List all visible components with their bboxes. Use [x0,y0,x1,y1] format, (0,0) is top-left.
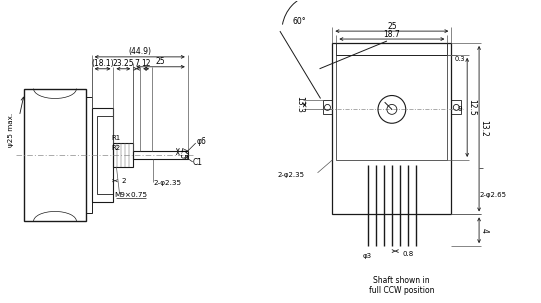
Bar [133,151,188,159]
Bar [114,143,133,167]
Text: 18.7: 18.7 [384,30,400,38]
Text: 7: 7 [134,59,139,68]
Text: φ6: φ6 [197,137,207,146]
Text: 4.5: 4.5 [177,147,186,159]
Text: C1: C1 [193,158,203,167]
Text: 25: 25 [156,57,166,66]
Text: 60°: 60° [293,17,307,26]
Bar [337,43,447,55]
Text: M9×0.75: M9×0.75 [115,191,148,198]
Text: (18.1): (18.1) [91,59,114,68]
Text: 0.8: 0.8 [402,251,413,257]
Bar [337,55,447,160]
Text: 4: 4 [479,228,489,233]
Text: 25: 25 [387,22,397,31]
Text: 13.3: 13.3 [295,96,304,113]
Text: 9: 9 [458,106,463,112]
Bar [91,108,114,201]
Text: (44.9): (44.9) [128,48,151,56]
Bar [332,43,451,215]
Text: Shaft shown in
full CCW position: Shaft shown in full CCW position [369,276,434,295]
Text: 12: 12 [141,59,151,68]
Text: ψ25 max.: ψ25 max. [9,113,15,147]
Text: R1: R1 [111,135,121,141]
Text: 0.3: 0.3 [455,56,465,62]
Text: 23.25: 23.25 [113,59,134,68]
Bar [322,101,332,114]
Text: 2-φ2.35: 2-φ2.35 [278,172,305,178]
Text: 12.5: 12.5 [467,99,477,116]
Text: 2: 2 [121,178,126,184]
Bar [451,101,461,114]
Text: 13.2: 13.2 [479,120,489,137]
Text: 2-φ2.35: 2-φ2.35 [154,180,182,186]
Text: φ3: φ3 [362,253,372,259]
Text: R2: R2 [111,145,121,151]
Bar [97,116,114,194]
Bar [85,97,91,213]
Text: 2-φ2.65: 2-φ2.65 [479,192,506,198]
Bar [24,88,85,221]
